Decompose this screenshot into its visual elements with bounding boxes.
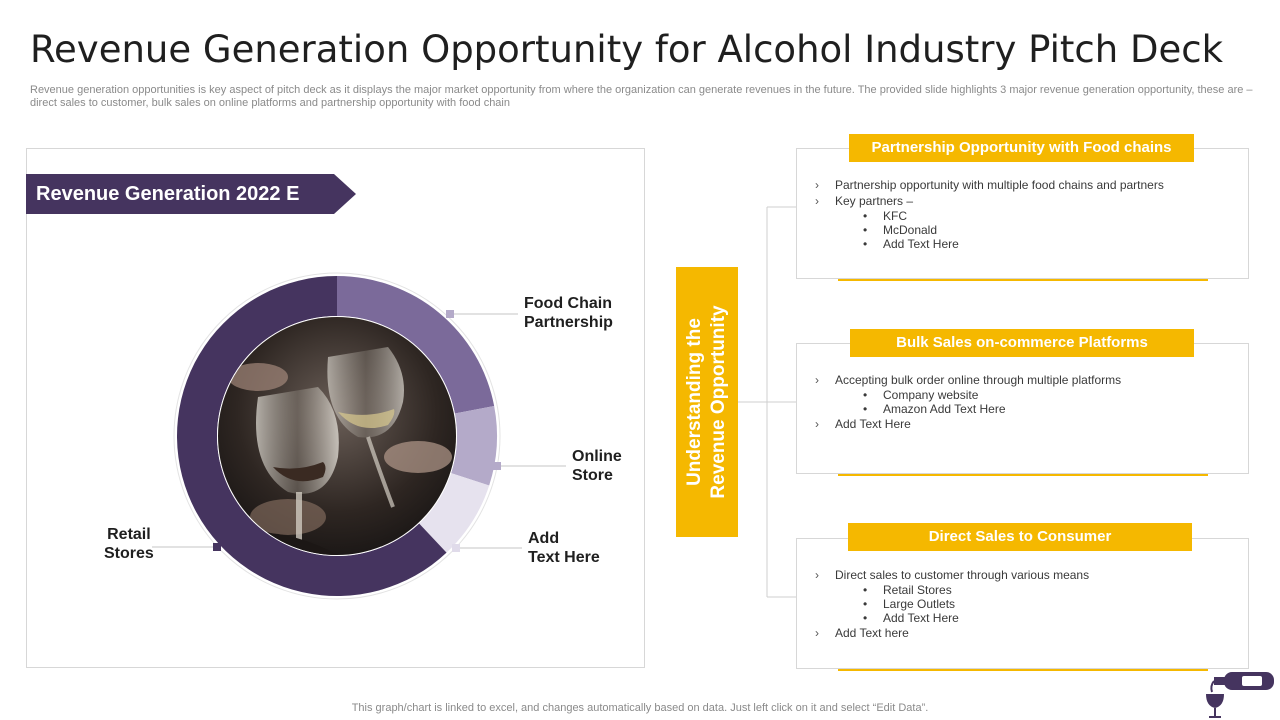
- banner-arrow-shape: [26, 174, 356, 214]
- revenue-banner: Revenue Generation 2022 E: [26, 174, 356, 214]
- sub-item: • Large Outlets: [813, 597, 1238, 611]
- list-item: › Direct sales to customer through variou…: [813, 567, 1238, 583]
- sub-item: • KFC: [813, 209, 1238, 223]
- list-item: › Accepting bulk order online through mul…: [813, 372, 1238, 388]
- sub-item: • McDonald: [813, 223, 1238, 237]
- wine-toast-image: [218, 317, 456, 555]
- list-item: › Add Text here: [813, 625, 1238, 641]
- bullet-icon: •: [863, 388, 868, 402]
- card-underline: [838, 669, 1208, 671]
- card-title-partnership: Partnership Opportunity with Food chains: [849, 134, 1194, 162]
- card-title-direct-sales: Direct Sales to Consumer: [848, 523, 1192, 551]
- seg-retail-stores[interactable]: [177, 276, 447, 596]
- list-item: › Key partners –: [813, 193, 1238, 209]
- sub-item-text: Large Outlets: [883, 597, 956, 611]
- wine-glasses-photo: [218, 317, 456, 555]
- page-title: Revenue Generation Opportunity for Alcoh…: [30, 28, 1224, 71]
- sub-item-text: Add Text Here: [883, 611, 959, 625]
- card-body: › Partnership opportunity with multiple f…: [813, 177, 1238, 251]
- list-item: › Add Text Here: [813, 416, 1238, 432]
- card-underline: [838, 474, 1208, 476]
- chevron-right-icon: ›: [815, 178, 819, 192]
- item-text: Accepting bulk order online through mult…: [835, 373, 1122, 387]
- sub-item: • Company website: [813, 388, 1238, 402]
- bullet-icon: •: [863, 237, 868, 251]
- card-body: › Accepting bulk order online through mul…: [813, 372, 1238, 432]
- seg-food-chain-partnership[interactable]: [337, 276, 495, 414]
- card-bulk-sales: › Accepting bulk order online through mul…: [796, 343, 1249, 474]
- item-text: Add Text here: [835, 626, 909, 640]
- item-text: Partnership opportunity with multiple fo…: [835, 178, 1164, 192]
- online-store-marker: [493, 462, 501, 470]
- sub-item-text: KFC: [883, 209, 907, 223]
- item-text: Add Text Here: [835, 417, 911, 431]
- sub-item-text: Company website: [883, 388, 979, 402]
- item-text: Direct sales to customer through various…: [835, 568, 1090, 582]
- page-description: Revenue generation opportunities is key …: [30, 84, 1253, 109]
- seg-online-store[interactable]: [451, 406, 497, 486]
- item-text: Key partners –: [835, 194, 914, 208]
- sub-item-text: Amazon Add Text Here: [883, 402, 1006, 416]
- sub-item: • Retail Stores: [813, 583, 1238, 597]
- card-title-bulk-sales: Bulk Sales on-commerce Platforms: [850, 329, 1194, 357]
- footer-note: This graph/chart is linked to excel, and…: [351, 702, 929, 714]
- sub-item: • Add Text Here: [813, 237, 1238, 251]
- seg-add-text[interactable]: [419, 473, 490, 553]
- banner-title: Revenue Generation 2022 E: [36, 183, 300, 205]
- bullet-icon: •: [863, 402, 868, 416]
- card-underline: [838, 279, 1208, 281]
- revenue-panel: [26, 148, 645, 668]
- sub-item: • Amazon Add Text Here: [813, 402, 1238, 416]
- label-add-text: Add Text Here: [528, 530, 600, 566]
- add-text-marker: [452, 544, 460, 552]
- label-retail-stores: Retail Stores: [104, 526, 154, 562]
- bullet-icon: •: [863, 611, 868, 625]
- food-chain-marker: [446, 310, 454, 318]
- label-online-store: Online Store: [572, 448, 622, 484]
- bullet-icon: •: [863, 597, 868, 611]
- chevron-right-icon: ›: [815, 194, 819, 208]
- list-item: › Partnership opportunity with multiple f…: [813, 177, 1238, 193]
- card-direct-sales: › Direct sales to customer through variou…: [796, 538, 1249, 669]
- chevron-right-icon: ›: [815, 626, 819, 640]
- retail-stores-marker: [213, 543, 221, 551]
- sub-item-text: McDonald: [883, 223, 938, 237]
- chevron-right-icon: ›: [815, 373, 819, 387]
- sub-item-text: Add Text Here: [883, 237, 959, 251]
- card-body: › Direct sales to customer through variou…: [813, 567, 1238, 641]
- understanding-opportunity-bar: Understanding the Revenue Opportunity: [676, 267, 738, 537]
- wine-pour-icon: [1206, 672, 1274, 718]
- sub-item-text: Retail Stores: [883, 583, 952, 597]
- bullet-icon: •: [863, 209, 868, 223]
- card-partnership: › Partnership opportunity with multiple f…: [796, 148, 1249, 279]
- chevron-right-icon: ›: [815, 417, 819, 431]
- bullet-icon: •: [863, 223, 868, 237]
- chevron-right-icon: ›: [815, 568, 819, 582]
- bullet-icon: •: [863, 583, 868, 597]
- label-food-chain-partnership: Food Chain Partnership: [524, 295, 613, 331]
- sub-item: • Add Text Here: [813, 611, 1238, 625]
